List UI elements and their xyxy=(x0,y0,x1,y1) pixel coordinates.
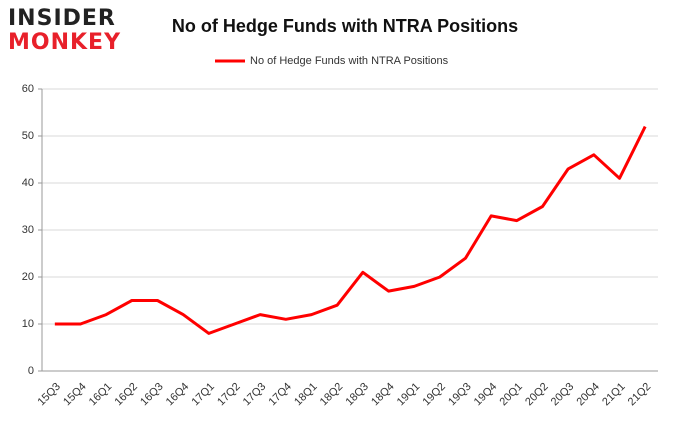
x-tick-label: 20Q1 xyxy=(497,381,525,409)
x-tick-label: 16Q4 xyxy=(164,381,192,409)
x-tick-label: 20Q3 xyxy=(549,381,577,409)
x-tick-label: 16Q1 xyxy=(87,381,115,409)
y-tick-label: 20 xyxy=(22,271,34,283)
x-tick-label: 15Q3 xyxy=(35,381,63,409)
y-tick-label: 30 xyxy=(22,224,34,236)
x-tick-label: 17Q2 xyxy=(215,381,243,409)
x-tick-label: 16Q3 xyxy=(138,381,166,409)
x-tick-label: 19Q2 xyxy=(420,381,448,409)
x-tick-label: 18Q3 xyxy=(343,381,371,409)
x-tick-label: 17Q4 xyxy=(266,381,294,409)
logo-bottom: MONKEY xyxy=(8,30,121,55)
x-tick-label: 21Q1 xyxy=(600,381,628,409)
y-tick-label: 0 xyxy=(28,365,34,377)
x-tick-label: 19Q1 xyxy=(395,381,423,409)
y-tick-label: 10 xyxy=(22,318,34,330)
x-tick-label: 17Q3 xyxy=(241,381,269,409)
y-tick-label: 40 xyxy=(22,177,34,189)
x-tick-label: 18Q1 xyxy=(292,381,320,409)
x-tick-label: 18Q2 xyxy=(318,381,346,409)
logo-top: INSIDER xyxy=(8,6,116,31)
x-tick-label: 20Q2 xyxy=(523,381,551,409)
x-tick-label: 19Q3 xyxy=(446,381,474,409)
legend-label: No of Hedge Funds with NTRA Positions xyxy=(250,55,449,67)
chart-title: No of Hedge Funds with NTRA Positions xyxy=(172,16,518,36)
x-tick-label: 18Q4 xyxy=(369,381,397,409)
x-tick-label: 19Q4 xyxy=(472,381,500,409)
y-tick-label: 50 xyxy=(22,130,34,142)
line-series xyxy=(54,125,647,335)
x-tick-label: 17Q1 xyxy=(189,381,217,409)
x-tick-label: 21Q2 xyxy=(626,381,654,409)
x-tick-label: 20Q4 xyxy=(574,381,602,409)
x-tick-label: 16Q2 xyxy=(112,381,140,409)
x-tick-label: 15Q4 xyxy=(61,381,89,409)
y-tick-label: 60 xyxy=(22,83,34,95)
